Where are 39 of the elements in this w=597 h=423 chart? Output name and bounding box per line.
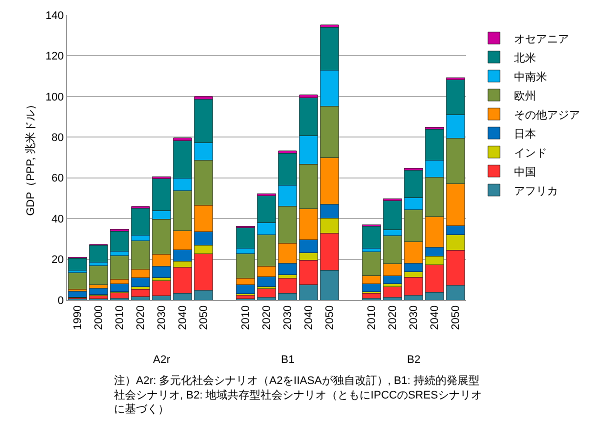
legend-label: その他アジア	[514, 109, 580, 122]
legend-label: 日本	[514, 127, 536, 140]
x-tick-label: 2020	[135, 305, 148, 330]
y-tick-label: 40	[52, 213, 64, 226]
legend-label: アフリカ	[514, 185, 558, 198]
x-tick-label: 2010	[114, 305, 126, 330]
x-tick-label: 2050	[450, 305, 462, 330]
legend-label: 北米	[514, 51, 536, 64]
x-tick-label: 2050	[198, 305, 210, 330]
y-tick-label: 60	[52, 172, 64, 185]
x-tick-label: 2050	[324, 305, 336, 330]
legend-label: 欧州	[514, 89, 536, 102]
x-tick-label: 2010	[366, 305, 378, 330]
text: A2r	[153, 354, 170, 366]
text: 注）A2r: 多元化社会シナリオ（A2をIIASAが独自改訂）, B1: 持続的発展型社会シナリオ, B2: 地域共存型社会シナリオ（ともにIPCCのSRESシナリオに基づく）	[114, 374, 482, 416]
legend-label: オセアニア	[514, 33, 569, 46]
x-tick-label: 2010	[240, 305, 252, 330]
legend-label: 中国	[514, 165, 536, 178]
x-tick-label: 2040	[177, 305, 190, 330]
x-tick-label: 1990	[72, 305, 84, 330]
y-axis-title: GDP（PPP, 兆米ドル）	[24, 99, 38, 216]
x-tick-label: 2030	[282, 305, 294, 330]
y-tick-label: 120	[45, 50, 64, 63]
x-tick-label: 2020	[261, 305, 274, 330]
x-tick-label: 2030	[156, 305, 168, 330]
text: B1	[281, 354, 294, 366]
x-tick-label: 2040	[303, 305, 316, 330]
y-tick-label: 100	[45, 91, 64, 104]
legend-label: インド	[514, 147, 547, 160]
y-tick-label: 20	[52, 254, 64, 266]
x-tick-label: 2000	[93, 305, 106, 330]
x-tick-label: 2020	[387, 305, 400, 330]
y-tick-label: 140	[45, 10, 64, 22]
legend-label: 中南米	[514, 70, 547, 84]
x-tick-label: 2030	[408, 305, 420, 330]
y-tick-label: 80	[52, 132, 64, 144]
x-tick-label: 2040	[429, 305, 442, 330]
text: B2	[407, 354, 420, 366]
y-tick-label: 0	[58, 294, 64, 307]
